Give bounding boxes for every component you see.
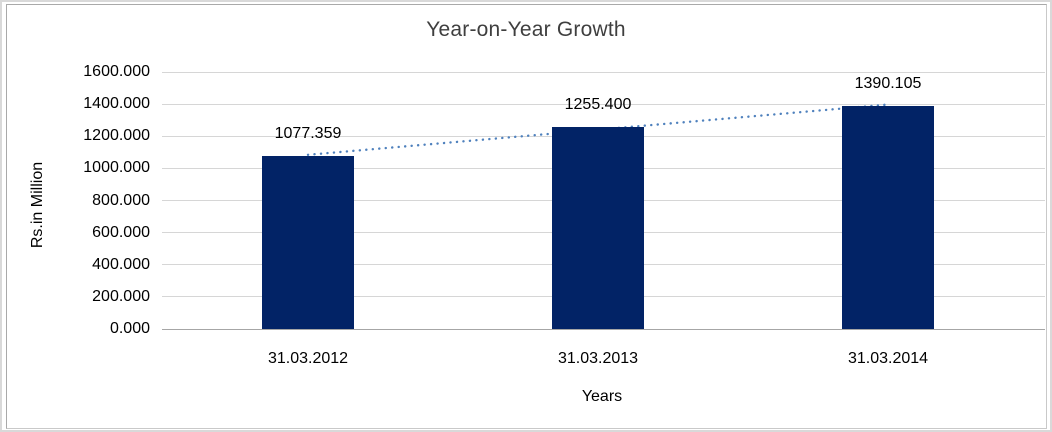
bar-value-label: 1077.359: [274, 124, 342, 142]
chart-title: Year-on-Year Growth: [426, 18, 626, 41]
y-tick-label: 1000.000: [83, 159, 150, 177]
y-tick-label: 1200.000: [83, 127, 150, 145]
gridline: [162, 71, 1045, 73]
y-tick-label: 800.000: [92, 191, 150, 209]
y-tick-label: 200.000: [92, 287, 150, 305]
bar-value-label: 1390.105: [854, 74, 922, 92]
x-tick-label: 31.03.2013: [557, 350, 639, 367]
y-tick-label: 600.000: [92, 223, 150, 241]
y-tick-label: 1600.000: [83, 63, 150, 80]
x-tick-label: 31.03.2014: [847, 350, 929, 367]
y-tick-label: 0.000: [109, 320, 150, 337]
bar: [552, 127, 644, 329]
bar: [842, 105, 934, 329]
y-tick-label: 1400.000: [83, 95, 150, 113]
bar: [262, 155, 354, 329]
gridline: [162, 328, 1045, 330]
x-tick-label: 31.03.2012: [267, 350, 349, 367]
bar-value-label: 1255.400: [564, 96, 632, 114]
y-tick-label: 400.000: [92, 255, 150, 273]
y-axis-title: Rs.in Million: [29, 161, 46, 249]
x-axis-title: Years: [581, 388, 623, 405]
